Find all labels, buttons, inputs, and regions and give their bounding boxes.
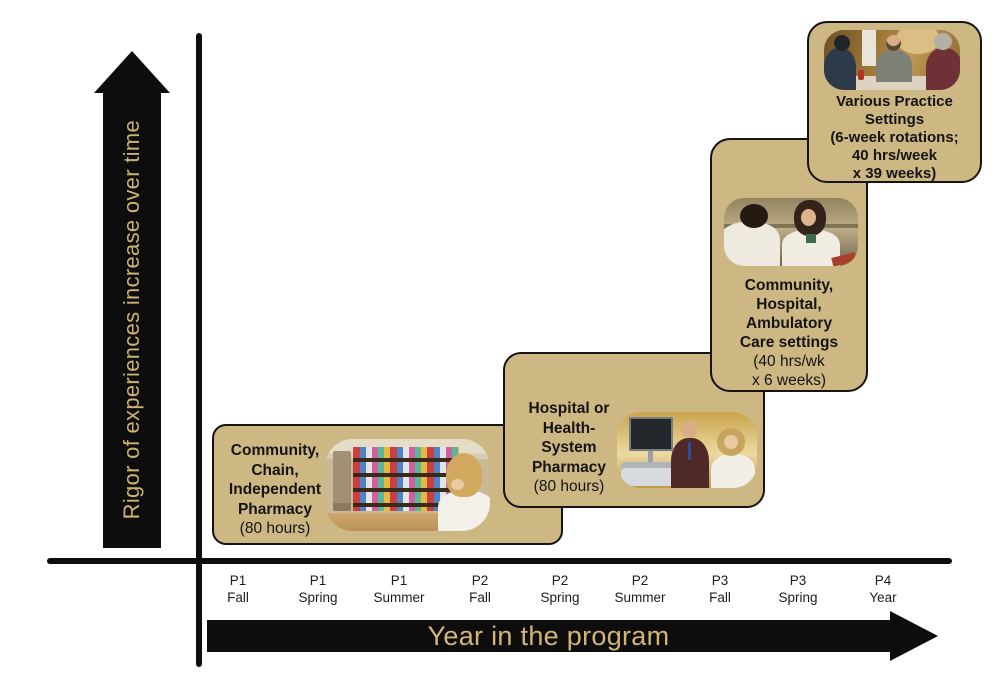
card-title-line: Hospital, [756,296,822,313]
photo-person-hair [446,453,482,497]
tick-term: P1 [390,573,408,588]
tick-season: Fall [469,590,491,605]
x-tick-p2-summer: P2 Summer [600,572,680,606]
card-title-line: Ambulatory [745,315,833,332]
photo-cubicle-panel [724,224,858,228]
card-detail-line: (40 hrs/wk [753,353,825,370]
rigor-arrow: Rigor of experiences increase over time [103,92,161,548]
community-pharmacy-photo [325,439,490,531]
card-title-line: 40 hrs/week [851,147,938,164]
tick-term: P4 [874,573,892,588]
photo-red-cup [858,70,864,80]
card-text: Community, Hospital, Ambulatory Care set… [712,276,866,390]
tick-season: Fall [709,590,731,605]
photo-cart [621,462,679,486]
x-tick-p3-fall: P3 Fall [680,572,760,606]
photo-left-person-hair [834,35,850,51]
photo-middle-person-head [886,35,901,51]
card-title-line: Independent [228,481,322,498]
photo-woman-face [724,435,738,449]
x-tick-p1-summer: P1 Summer [359,572,439,606]
tick-season: Summer [614,590,666,605]
tick-term: P1 [309,573,327,588]
card-title-line: Community, [230,442,320,459]
card-title-line: Pharmacy [531,458,607,476]
photo-man-head [681,420,698,438]
tick-season: Spring [778,590,818,605]
photo-shelf-endcap [333,451,351,511]
photo-right-person-body [926,48,960,90]
card-title-line: x 39 weeks) [852,165,937,182]
up-arrowhead-icon [94,51,170,93]
y-axis-line [196,33,202,667]
tick-term: P1 [229,573,247,588]
photo-green-top [806,234,816,243]
tick-season: Spring [540,590,580,605]
year-arrow: Year in the program [207,620,890,652]
y-axis-label: Rigor of experiences increase over time [119,120,144,520]
x-tick-p2-fall: P2 Fall [440,572,520,606]
x-tick-p1-spring: P1 Spring [278,572,358,606]
x-tick-p2-spring: P2 Spring [520,572,600,606]
card-title-line: Care settings [739,334,839,351]
card-text: Hospital or Health- System Pharmacy (80 … [509,399,629,497]
tick-season: Fall [227,590,249,605]
x-tick-p4-year: P4 Year [843,572,923,606]
card-title-line: Community, [744,277,834,294]
hospital-pharmacy-photo [617,412,757,488]
photo-right-person-hair [934,33,952,50]
x-tick-p3-spring: P3 Spring [758,572,838,606]
card-title-line: Settings [864,111,925,128]
photo-person-face [451,479,464,490]
photo-woman-face [801,209,816,226]
photo-woman-coat [711,454,755,488]
tick-term: P3 [711,573,729,588]
card-title-line: Chain, [251,461,299,479]
photo-middle-person-body [876,50,912,82]
photo-monitor [629,417,673,451]
photo-man-lanyard [688,442,691,460]
photo-monitor-pole [648,451,653,465]
card-title-line: System [541,439,597,456]
tick-season: Year [869,590,897,605]
card-detail-line: (80 hours) [239,520,311,537]
photo-man-coat-back [724,222,780,266]
x-axis-line [47,558,952,564]
photo-pillar [862,30,876,66]
card-various-practice-settings: Various Practice Settings (6-week rotati… [807,21,982,183]
card-detail-line: x 6 weeks) [751,372,827,389]
photo-man-hair [740,204,768,228]
card-title-line: Hospital or [528,400,610,417]
card-title-line: Various Practice [836,93,953,110]
card-hospital-health-system: Hospital or Health- System Pharmacy (80 … [503,352,765,508]
tick-season: Summer [373,590,425,605]
tick-term: P3 [789,573,807,588]
tick-term: P2 [631,573,649,588]
x-tick-p1-fall: P1 Fall [198,572,278,606]
tick-term: P2 [471,573,489,588]
card-title-line: Health- [542,419,596,437]
ambulatory-care-photo [724,198,858,266]
card-ambulatory-care-settings: Community, Hospital, Ambulatory Care set… [710,138,868,392]
card-community-chain-independent: Community, Chain, Independent Pharmacy (… [212,424,563,545]
card-text: Various Practice Settings (6-week rotati… [809,93,980,183]
tick-term: P2 [551,573,569,588]
right-arrowhead-icon [890,611,938,661]
practice-settings-meeting-photo [824,30,960,90]
x-axis-label: Year in the program [427,620,670,651]
card-text: Community, Chain, Independent Pharmacy (… [216,441,334,539]
card-title-line: (6-week rotations; [830,129,959,146]
card-detail-line: (80 hours) [533,478,605,495]
card-title-line: Pharmacy [237,500,313,518]
tick-season: Spring [298,590,338,605]
photo-left-person-body [824,48,856,90]
photo-person-coat [438,491,490,531]
